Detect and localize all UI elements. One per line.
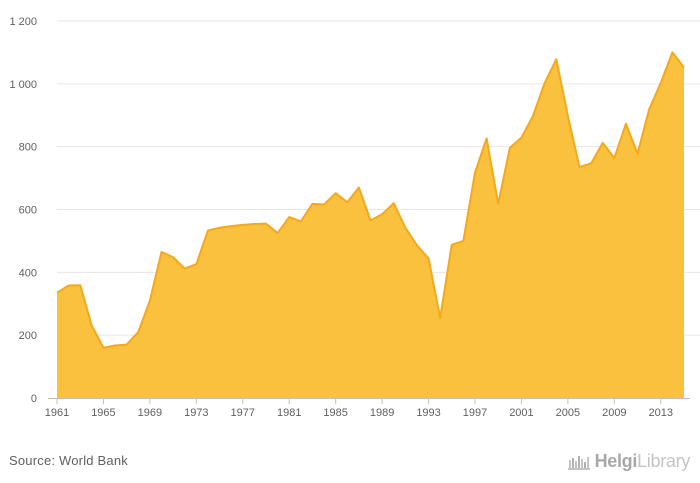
y-tick-label: 1 000 [9, 79, 37, 91]
y-axis-labels: 0 200 400 600 800 1 000 1 200 [9, 16, 37, 405]
y-tick-label: 600 [19, 205, 37, 217]
x-tick-label: 1965 [91, 407, 115, 419]
y-tick-label: 1 200 [9, 16, 37, 28]
x-tick-label: 1997 [463, 407, 487, 419]
y-tick-label: 0 [31, 393, 37, 405]
x-tick-label: 2005 [556, 407, 580, 419]
helgi-library-logo-icon [567, 455, 590, 470]
brand-name-library: Library [637, 451, 690, 471]
y-tick-label: 200 [19, 330, 37, 342]
x-tick-label: 1973 [184, 407, 208, 419]
x-tick-label: 1977 [231, 407, 255, 419]
y-tick-label: 800 [19, 142, 37, 154]
brand-name-helgi: Helgi [594, 451, 638, 471]
x-tick-label: 2009 [602, 407, 626, 419]
area-series [56, 51, 685, 399]
area-chart: 0 200 400 600 800 1 000 1 200 1961 1965 1969 1973… [9, 16, 700, 419]
x-tick-label: 1969 [138, 407, 162, 419]
source-note: Source: World Bank [9, 453, 128, 468]
x-tick-label: 1981 [277, 407, 301, 419]
brand-watermark: Helgi Library [567, 451, 690, 472]
x-axis [48, 398, 690, 404]
x-tick-label: 2013 [649, 407, 673, 419]
x-tick-label: 1993 [416, 407, 440, 419]
x-tick-label: 1985 [323, 407, 347, 419]
x-tick-label: 1961 [45, 407, 69, 419]
x-tick-label: 1989 [370, 407, 394, 419]
series-area-fill [57, 52, 684, 399]
x-tick-label: 2001 [509, 407, 533, 419]
x-axis-labels: 1961 1965 1969 1973 1977 1981 1985 1989 1993 1997… [45, 407, 673, 419]
chart-footer: Source: World Bank Helgi Library [0, 443, 700, 483]
y-tick-label: 400 [19, 267, 37, 279]
